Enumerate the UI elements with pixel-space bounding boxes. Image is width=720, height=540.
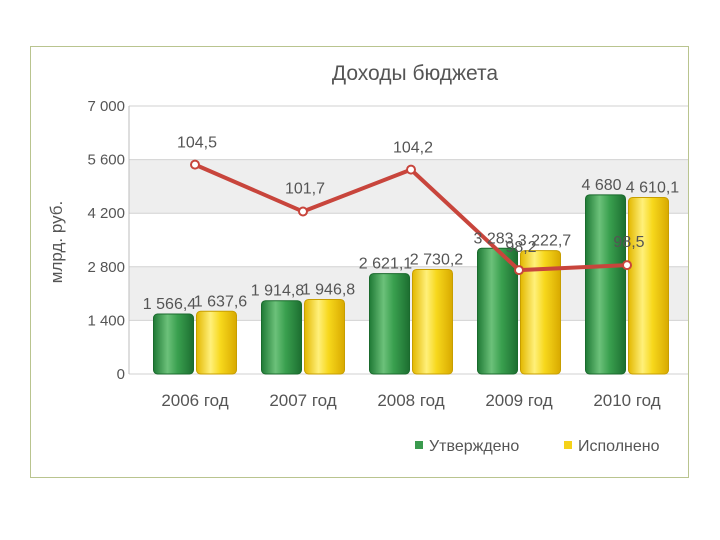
- x-category-label: 2007 год: [269, 391, 336, 410]
- x-category-label: 2010 год: [593, 391, 660, 410]
- bar-label-executed: 3 222,7: [518, 233, 571, 250]
- bar-label-approved: 4 680: [581, 177, 621, 194]
- y-axis-label: млрд. руб.: [47, 201, 66, 283]
- line-point: [622, 260, 632, 271]
- bar-label-approved: 1 914,8: [251, 283, 304, 300]
- y-tick-label: 4 200: [87, 205, 125, 222]
- bar-label-executed: 2 730,2: [410, 251, 463, 268]
- y-tick-label: 0: [117, 366, 125, 383]
- line-point: [514, 265, 524, 276]
- bar-label-executed: 1 637,6: [194, 293, 247, 310]
- bar-label-approved: 2 621,1: [359, 256, 412, 273]
- revenue-chart: Доходы бюджета млрд. руб. 0 1 400 2 800 4 2…: [47, 62, 688, 455]
- line-point-label: 98,2: [505, 239, 536, 256]
- bar-label-executed: 4 610,1: [626, 179, 679, 196]
- chart-frame: Доходы бюджета млрд. руб. 0 1 400 2 800 4 2…: [30, 46, 689, 478]
- line-point: [406, 164, 416, 175]
- line-point: [298, 206, 308, 217]
- bar-approved: [369, 273, 410, 375]
- x-category-label: 2006 год: [161, 391, 228, 410]
- bar-label-executed: 1 946,8: [302, 281, 355, 298]
- line-point-label: 104,2: [393, 140, 433, 157]
- bar-approved: [477, 247, 518, 375]
- bar-approved: [261, 300, 302, 375]
- x-category-label: 2009 год: [485, 391, 552, 410]
- bar-approved: [153, 313, 194, 375]
- y-tick-label: 5 600: [87, 152, 125, 169]
- y-tick-label: 2 800: [87, 259, 125, 276]
- line-point: [190, 159, 200, 170]
- bar-executed: [304, 298, 345, 375]
- bar-executed: [520, 250, 561, 375]
- y-tick-label: 1 400: [87, 312, 125, 329]
- x-category-label: 2008 год: [377, 391, 444, 410]
- bar-executed: [196, 310, 237, 375]
- bar-label-approved: 1 566,4: [143, 296, 196, 313]
- bar-executed: [628, 196, 669, 375]
- chart-title: Доходы бюджета: [332, 62, 499, 85]
- line-point-label: 104,5: [177, 135, 217, 152]
- bar-executed: [412, 268, 453, 375]
- line-point-label: 101,7: [285, 181, 325, 198]
- bar-label-approved: 3 283: [473, 230, 513, 247]
- y-tick-label: 7 000: [87, 98, 125, 115]
- legend-executed-swatch: [564, 441, 572, 449]
- line-point-label: 98,5: [613, 234, 644, 251]
- bar-approved: [585, 194, 626, 375]
- legend-executed-label: Исполнено: [578, 438, 660, 455]
- legend-approved-label: Утверждено: [429, 438, 519, 455]
- legend-approved-swatch: [415, 441, 423, 449]
